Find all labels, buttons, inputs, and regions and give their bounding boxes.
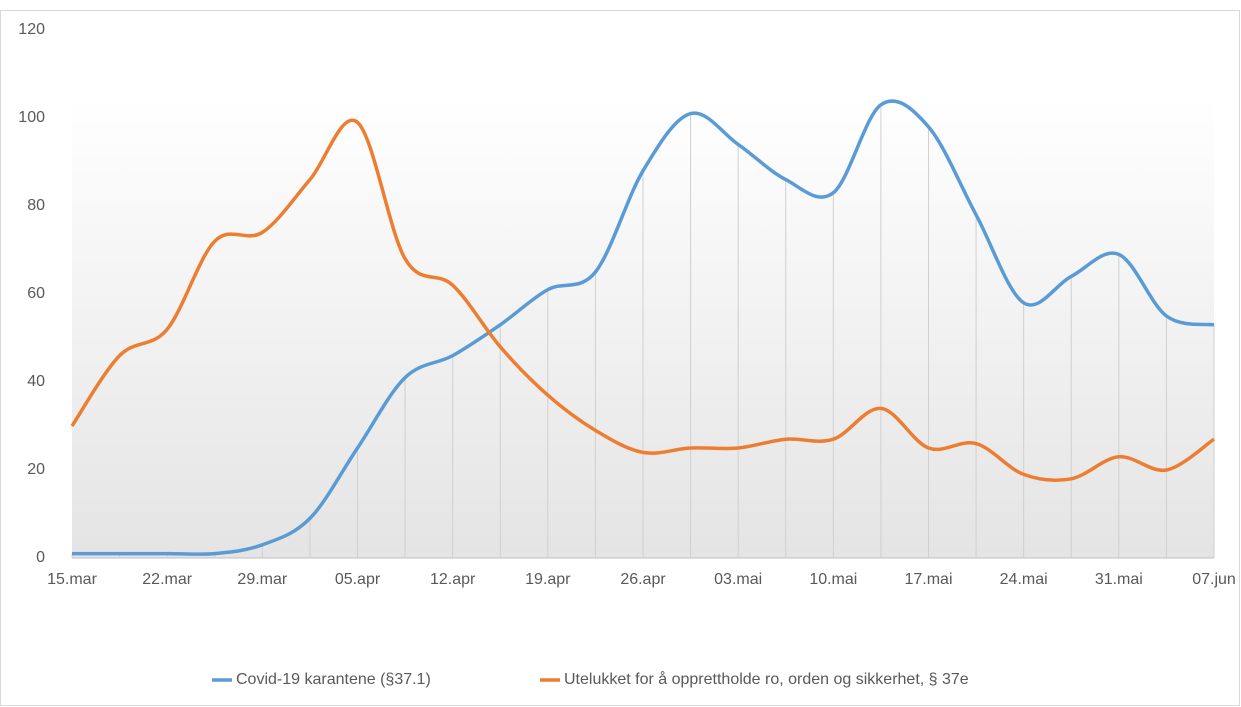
- x-tick-label: 17.mai: [904, 571, 952, 588]
- x-tick-label: 31.mai: [1095, 571, 1143, 588]
- series-line: [70, 118, 1216, 482]
- y-tick-label: 0: [36, 549, 45, 566]
- y-tick-label: 80: [27, 197, 45, 214]
- y-tick-label: 60: [27, 285, 45, 302]
- x-tick-label: 22.mar: [142, 571, 192, 588]
- legend-label: Utelukket for å opprettholde ro, orden o…: [564, 670, 969, 688]
- legend-label: Covid-19 karantene (§37.1): [236, 671, 431, 688]
- y-tick-label: 40: [27, 373, 45, 390]
- y-tick-label: 100: [18, 109, 45, 126]
- x-tick-label: 19.apr: [525, 571, 571, 588]
- x-tick-label: 29.mar: [237, 571, 287, 588]
- x-tick-label: 07.jun: [1192, 571, 1236, 588]
- series-line: [72, 99, 1215, 556]
- x-tick-label: 12.apr: [430, 571, 476, 588]
- x-tick-label: 15.mar: [47, 571, 97, 588]
- x-tick-label: 26.apr: [620, 571, 666, 588]
- x-tick-label: 24.mai: [1000, 571, 1048, 588]
- x-tick-label: 10.mai: [809, 571, 857, 588]
- y-tick-label: 120: [18, 21, 45, 38]
- x-tick-label: 05.apr: [335, 571, 381, 588]
- x-tick-label: 03.mai: [714, 571, 762, 588]
- y-tick-label: 20: [27, 461, 45, 478]
